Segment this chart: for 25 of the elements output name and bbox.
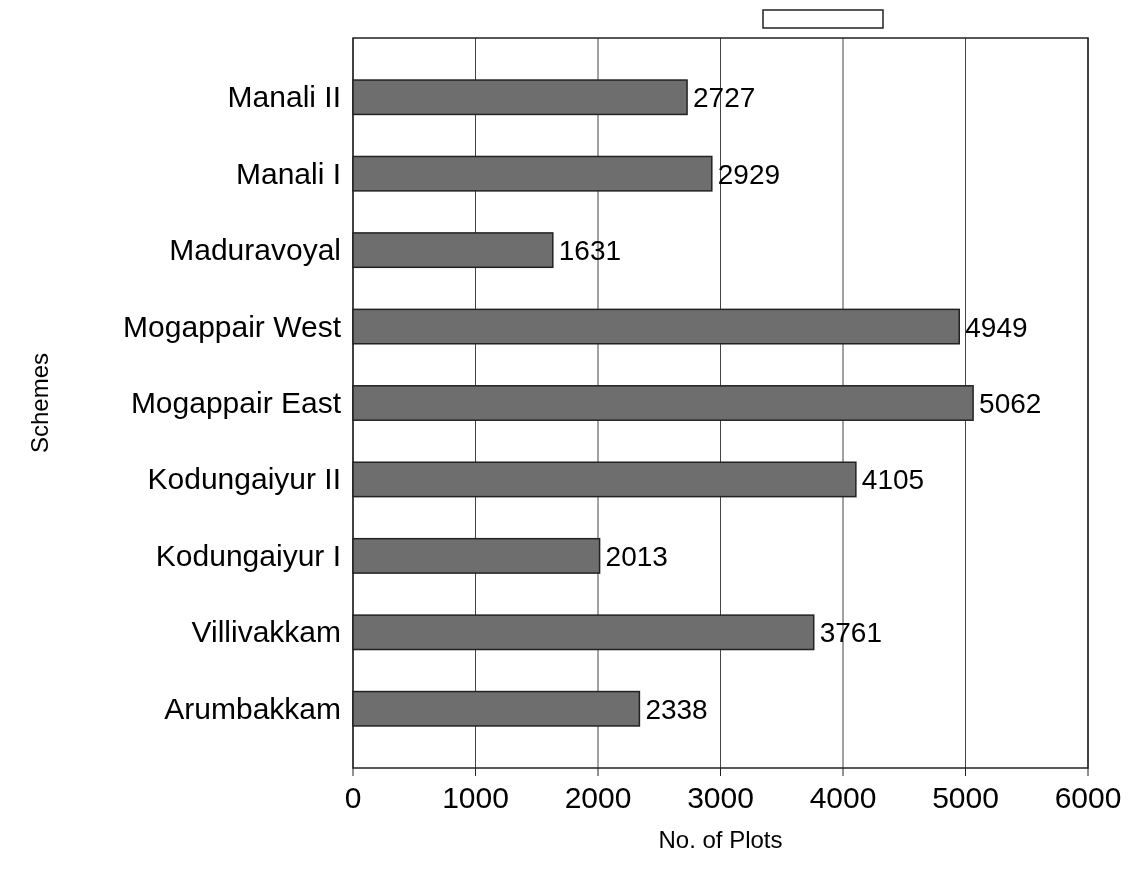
data-label: 2338: [645, 693, 708, 725]
y-tick-label: Manali II: [227, 80, 341, 114]
data-label: 1631: [558, 235, 622, 267]
data-label: 4105: [861, 464, 925, 496]
x-tick-label: 5000: [932, 781, 999, 814]
x-tick-label: 0: [344, 781, 362, 814]
y-tick-label: Kodungaiyur II: [147, 462, 341, 496]
y-tick-label: Kodungaiyur I: [155, 538, 341, 572]
x-axis-title: No. of Plots: [658, 826, 783, 853]
y-tick-label: Mogappair East: [130, 386, 342, 419]
y-tick-label: Arumbakkam: [164, 691, 341, 725]
y-axis-title: Schemes: [26, 352, 53, 454]
x-tick-label: 6000: [1054, 781, 1122, 814]
x-tick-label: 3000: [687, 781, 754, 814]
x-tick-label: 4000: [809, 781, 877, 814]
data-label: 4949: [965, 311, 1028, 343]
y-tick-label: Villivakkam: [191, 615, 341, 649]
data-label: 2013: [605, 540, 668, 572]
data-label: 3761: [819, 617, 883, 649]
x-tick-label: 1000: [442, 781, 509, 814]
data-label: 5062: [979, 388, 1042, 419]
y-tick-label: Mogappair West: [123, 309, 342, 343]
y-tick-label: Maduravoyal: [169, 233, 341, 267]
y-tick-label: Manali I: [235, 156, 341, 190]
x-tick-label: 2000: [564, 781, 632, 814]
